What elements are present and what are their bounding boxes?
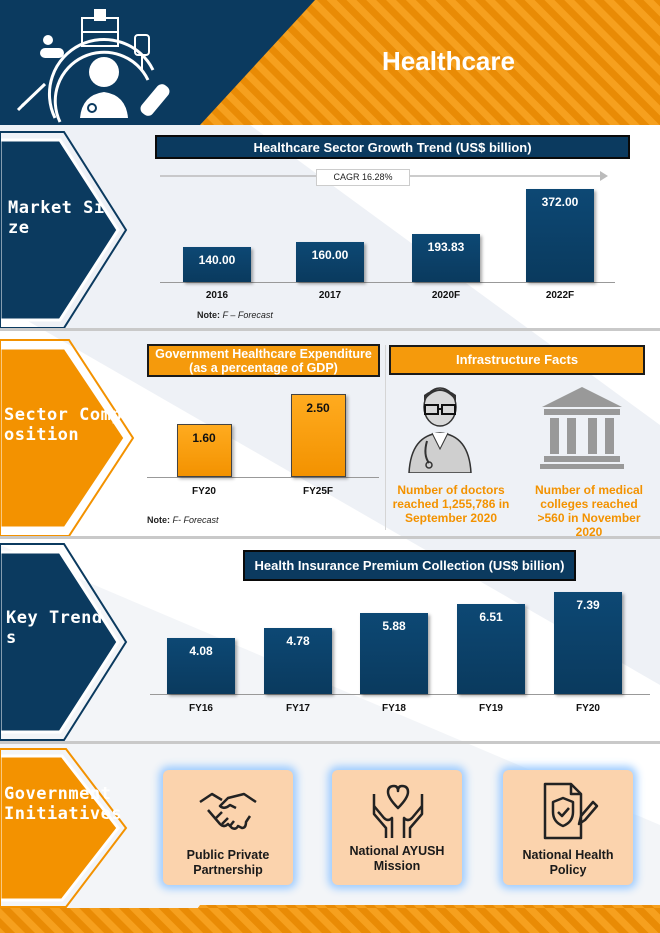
chart-bar: 2.50	[290, 394, 346, 477]
category-label: FY16	[189, 703, 213, 714]
initiative-card-ppp[interactable]: Public Private Partnership	[163, 770, 293, 885]
section-divider	[0, 536, 660, 539]
initiative-label: National Health Policy	[522, 848, 614, 877]
bar-value-label: 7.39	[576, 598, 600, 612]
policy-document-icon	[543, 782, 599, 840]
cagr-annotation: CAGR 16.28%	[316, 169, 410, 186]
hexagon-market	[0, 131, 128, 329]
bandage-icon	[140, 84, 170, 116]
category-label: FY18	[382, 703, 406, 714]
page-title: Healthcare	[382, 46, 515, 76]
bar-value-label: 372.00	[541, 195, 579, 209]
chart-bar: 140.00	[183, 247, 251, 282]
initiative-label: National AYUSH Mission	[349, 844, 445, 873]
iv-bag-icon	[134, 34, 150, 70]
market-note: Note: F – Forecast	[197, 310, 273, 320]
bar-value-label: 1.60	[192, 431, 216, 445]
category-label: 2020F	[431, 290, 461, 301]
section-label-trends: Key Trends	[6, 608, 103, 648]
hexagon-gov	[0, 748, 128, 908]
initiative-card-policy[interactable]: National Health Policy	[503, 770, 633, 885]
category-label: FY19	[479, 703, 503, 714]
bar-value-label: 2.50	[306, 401, 330, 415]
doctors-fact: Number of doctors reached 1,255,786 in S…	[392, 483, 510, 525]
doctor-avatar-icon	[408, 387, 472, 473]
footer-stripes	[0, 908, 660, 933]
vertical-separator	[385, 345, 386, 530]
initiative-label: Public Private Partnership	[186, 848, 270, 877]
category-label: FY25F	[302, 486, 333, 497]
chart-bar: 193.83	[412, 234, 480, 282]
expenditure-x-axis	[147, 477, 379, 478]
market-chart-title: Healthcare Sector Growth Trend (US$ bill…	[155, 135, 630, 159]
infrastructure-title: Infrastructure Facts	[389, 345, 645, 375]
bar-value-label: 4.08	[189, 644, 213, 658]
bar-value-label: 6.51	[479, 610, 503, 624]
handshake-icon	[199, 792, 257, 830]
doctor-icon	[47, 37, 155, 123]
hands-heart-icon	[372, 784, 424, 838]
category-label: 2016	[205, 290, 229, 301]
chart-bar: 6.51	[457, 604, 525, 694]
category-label: FY20	[576, 703, 600, 714]
bar-value-label: 193.83	[427, 240, 465, 254]
pills-icon	[40, 35, 64, 58]
chart-bar: 372.00	[526, 189, 594, 282]
chart-bar: 4.08	[167, 638, 235, 694]
chart-bar: 4.78	[264, 628, 332, 694]
section-divider	[0, 741, 660, 744]
chart-bar: 7.39	[554, 592, 622, 694]
syringe-icon	[16, 82, 47, 112]
section-label-sector: Sector Composition	[4, 405, 123, 445]
hospital-icon	[81, 9, 119, 47]
section-label-gov: Government Initiatives	[4, 784, 123, 824]
header-banner	[0, 0, 660, 125]
market-x-axis	[160, 282, 615, 283]
expenditure-chart-title: Government Healthcare Expenditure (as a …	[147, 344, 380, 377]
category-label: FY17	[286, 703, 310, 714]
expenditure-note: Note: F- Forecast	[147, 515, 219, 525]
bar-value-label: 4.78	[286, 634, 310, 648]
initiative-card-ayush[interactable]: National AYUSH Mission	[332, 770, 462, 885]
college-building-icon	[540, 387, 624, 469]
section-divider	[0, 328, 660, 331]
chart-bar: 1.60	[176, 424, 232, 477]
chart-bar: 160.00	[296, 242, 364, 282]
category-label: 2022F	[545, 290, 575, 301]
hexagon-sector	[0, 339, 135, 537]
section-label-market: Market Size	[8, 198, 105, 238]
bar-value-label: 160.00	[311, 248, 349, 262]
insurance-chart-title: Health Insurance Premium Collection (US$…	[243, 550, 576, 581]
bar-value-label: 5.88	[382, 619, 406, 633]
category-label: FY20	[192, 486, 216, 497]
category-label: 2017	[318, 290, 342, 301]
hexagon-trends	[0, 543, 128, 741]
colleges-fact: Number of medical colleges reached >560 …	[534, 483, 644, 539]
insurance-x-axis	[150, 694, 650, 695]
chart-bar: 5.88	[360, 613, 428, 694]
bar-value-label: 140.00	[198, 253, 236, 267]
